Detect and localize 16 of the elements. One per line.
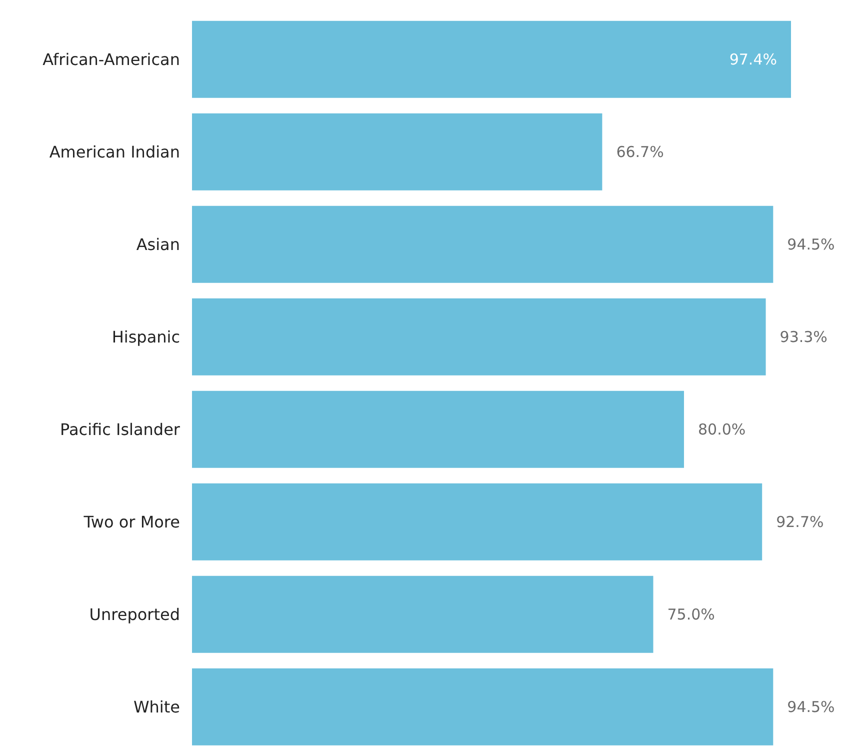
y-tick-label: Pacific Islander [60,420,180,439]
y-tick-label: American Indian [49,142,180,162]
y-tick-label: Hispanic [112,327,180,346]
data-label: 94.5% [787,236,835,254]
data-label: 75.0% [667,606,715,624]
data-label: 94.5% [787,698,835,716]
data-label: 93.3% [780,328,828,346]
y-tick-label: African-American [42,50,180,69]
data-label: 97.4% [729,50,777,69]
data-label: 80.0% [698,420,746,439]
y-tick-label: Asian [136,234,180,254]
y-tick-label: Unreported [89,604,180,624]
data-label: 66.7% [616,143,664,162]
y-tick-label: Two or More [82,512,180,532]
y-tick-label: White [133,697,180,716]
data-label: 92.7% [776,513,824,532]
